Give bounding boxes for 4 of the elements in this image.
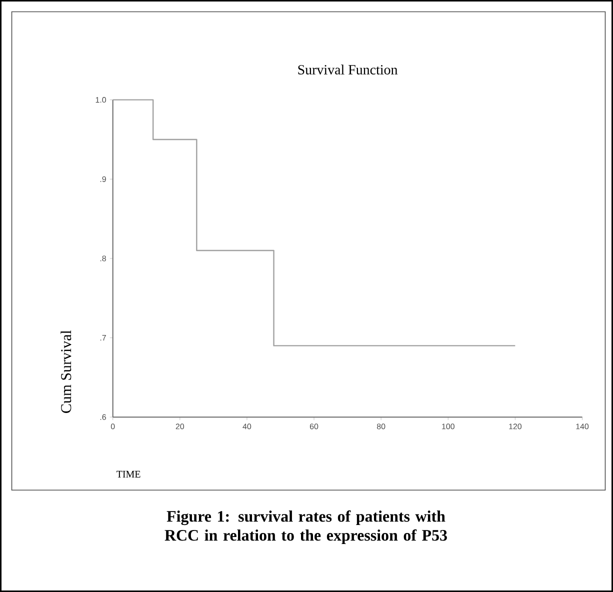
y-axis-title: Cum Survival (60, 330, 72, 413)
x-axis-title: TIME (116, 470, 140, 478)
caption: Figure 1: survival rates of patients with RCC in relation to the expression of P53 (164, 510, 447, 544)
chart-title: Survival Function (298, 64, 398, 74)
